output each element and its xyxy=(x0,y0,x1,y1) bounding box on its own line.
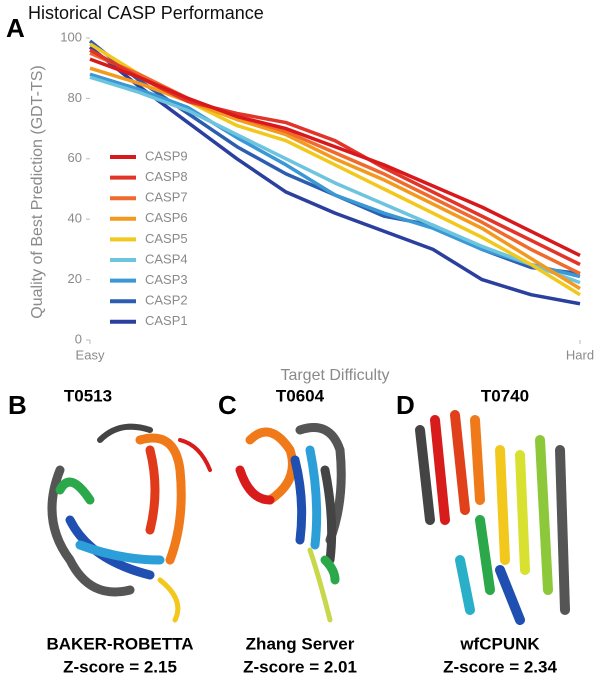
y-tick-label: 40 xyxy=(68,211,82,226)
y-tick-label: 100 xyxy=(60,29,82,44)
panel-letter: B xyxy=(8,390,27,420)
protein-structure-b xyxy=(47,423,212,623)
y-tick-label: 20 xyxy=(68,271,82,286)
series-line xyxy=(89,57,581,258)
z-score: Z-score = 2.01 xyxy=(243,657,357,676)
z-score: Z-score = 2.34 xyxy=(443,657,557,676)
x-tick-label: Easy xyxy=(76,347,105,362)
method-name: BAKER-ROBETTA xyxy=(46,634,193,653)
series-line xyxy=(89,72,581,279)
y-tick-label: 60 xyxy=(68,150,82,165)
chart-title: Historical CASP Performance xyxy=(28,3,264,23)
legend-label: CASP2 xyxy=(145,293,188,308)
panel-letter: D xyxy=(396,390,415,420)
structure-target: T0513 xyxy=(64,386,112,405)
protein-structure-c xyxy=(235,423,346,623)
x-axis-label: Target Difficulty xyxy=(280,367,389,384)
legend-label: CASP6 xyxy=(145,210,188,225)
method-name: wfCPUNK xyxy=(459,634,540,653)
legend-label: CASP7 xyxy=(145,190,188,205)
legend-label: CASP5 xyxy=(145,231,188,246)
method-name: Zhang Server xyxy=(246,634,355,653)
legend-label: CASP8 xyxy=(145,169,188,184)
series-line xyxy=(89,66,581,291)
x-tick-label: Hard xyxy=(566,347,594,362)
legend-label: CASP3 xyxy=(145,272,188,287)
z-score: Z-score = 2.15 xyxy=(63,657,177,676)
y-tick-label: 80 xyxy=(68,90,82,105)
structure-target: T0604 xyxy=(276,386,325,405)
series-line xyxy=(88,45,581,306)
legend-label: CASP9 xyxy=(145,148,188,163)
panel-letter: C xyxy=(218,390,237,420)
protein-structure-d xyxy=(415,410,570,625)
y-axis-label: Quality of Best Prediction (GDT-TS) xyxy=(29,65,46,318)
series-line xyxy=(89,48,581,267)
legend-label: CASP1 xyxy=(145,313,188,328)
structure-target: T0740 xyxy=(481,386,529,405)
y-tick-label: 0 xyxy=(75,331,82,346)
series-line xyxy=(89,75,581,285)
legend-label: CASP4 xyxy=(145,251,188,266)
panel-letter: A xyxy=(6,13,25,43)
